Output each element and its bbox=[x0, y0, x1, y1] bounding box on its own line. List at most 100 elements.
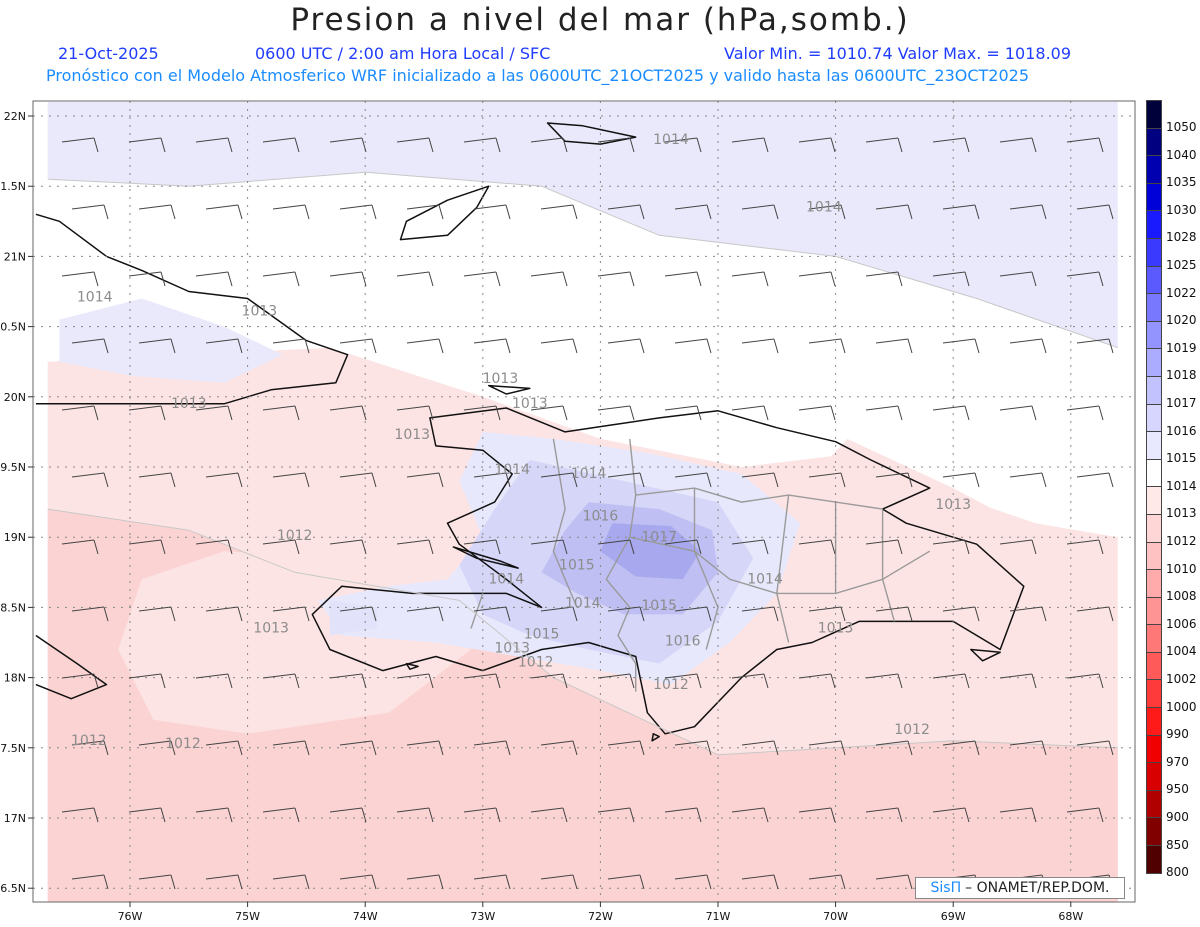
wind-barb bbox=[798, 807, 836, 823]
wind-barb bbox=[396, 673, 434, 689]
wind-barb bbox=[473, 472, 511, 488]
wind-barb bbox=[272, 338, 310, 354]
wind-barb bbox=[205, 472, 243, 488]
wind-barb bbox=[798, 137, 836, 153]
wind-barb bbox=[741, 204, 779, 220]
colorbar-level: 990 bbox=[1166, 727, 1189, 742]
wind-barb bbox=[473, 874, 511, 890]
forecast-time: 0600 UTC / 2:00 am Hora Local / SFC bbox=[255, 44, 551, 63]
wind-barb bbox=[396, 539, 434, 555]
shade-1013-east bbox=[753, 438, 1095, 650]
isobar-label: 1014 bbox=[653, 132, 689, 148]
lon-label: 76W bbox=[118, 910, 143, 923]
hispaniola-coast bbox=[311, 407, 1025, 735]
wind-barb bbox=[674, 606, 712, 622]
wind-barb bbox=[664, 539, 702, 555]
wind-barb bbox=[808, 606, 846, 622]
lat-label: 19N bbox=[4, 531, 26, 544]
wind-barb bbox=[999, 405, 1037, 421]
wind-barb bbox=[262, 539, 300, 555]
wind-barb bbox=[128, 673, 166, 689]
colorbar-level: 1015 bbox=[1166, 451, 1197, 466]
wind-barb bbox=[329, 271, 367, 287]
wind-barb bbox=[1076, 338, 1114, 354]
wind-barb bbox=[406, 874, 444, 890]
wind-barb bbox=[272, 740, 310, 756]
wind-barb bbox=[674, 874, 712, 890]
wind-barb bbox=[463, 137, 501, 153]
wind-barb bbox=[530, 539, 568, 555]
colorbar-cell bbox=[1146, 817, 1162, 846]
isobar-label: 1012 bbox=[518, 654, 554, 670]
wind-barb bbox=[540, 472, 578, 488]
colorbar-level: 1040 bbox=[1166, 147, 1197, 162]
wind-barb bbox=[339, 606, 377, 622]
wind-barb bbox=[262, 807, 300, 823]
wind-barb bbox=[607, 204, 645, 220]
wind-barb bbox=[1009, 740, 1047, 756]
wind-barb bbox=[406, 338, 444, 354]
province-border bbox=[776, 495, 790, 643]
colorbar-cell bbox=[1146, 100, 1162, 128]
wind-barb bbox=[932, 673, 970, 689]
map-layers bbox=[33, 101, 1135, 902]
wind-barb bbox=[942, 740, 980, 756]
tortuga-coast bbox=[487, 384, 531, 395]
shade-1015-sw bbox=[329, 600, 377, 636]
isobar-label: 1015 bbox=[524, 626, 560, 642]
wind-barb bbox=[339, 472, 377, 488]
colorbar-cell bbox=[1146, 127, 1162, 156]
wind-barb bbox=[406, 740, 444, 756]
wind-barb bbox=[942, 204, 980, 220]
lon-label: 75W bbox=[235, 910, 260, 923]
wind-barb bbox=[396, 807, 434, 823]
colorbar-level: 970 bbox=[1166, 754, 1189, 769]
wind-barb bbox=[607, 472, 645, 488]
wind-barb bbox=[1066, 539, 1104, 555]
wind-barb bbox=[1009, 338, 1047, 354]
beata-coast bbox=[651, 733, 660, 742]
wind-barb bbox=[808, 874, 846, 890]
wind-barb bbox=[463, 807, 501, 823]
wind-barb bbox=[530, 137, 568, 153]
lon-label: 74W bbox=[353, 910, 378, 923]
wind-barb bbox=[999, 539, 1037, 555]
lat-label: 18N bbox=[4, 672, 26, 685]
wind-barb bbox=[865, 137, 903, 153]
wind-barb bbox=[597, 405, 635, 421]
lat-label: 9.5N bbox=[0, 461, 26, 474]
wind-barb bbox=[71, 874, 109, 890]
wind-barb bbox=[942, 338, 980, 354]
wind-barb bbox=[272, 874, 310, 890]
wind-barb bbox=[731, 673, 769, 689]
plot-frame bbox=[32, 100, 1136, 903]
wind-barb bbox=[473, 740, 511, 756]
lon-label: 68W bbox=[1058, 910, 1083, 923]
colorbar-cell bbox=[1146, 375, 1162, 404]
wind-barb bbox=[798, 673, 836, 689]
isobar-label: 1014 bbox=[77, 289, 113, 305]
wind-barb bbox=[932, 137, 970, 153]
isobar-label: 1013 bbox=[242, 303, 278, 319]
wind-barb bbox=[61, 539, 99, 555]
wind-barb bbox=[999, 807, 1037, 823]
colorbar-level: 1016 bbox=[1166, 423, 1197, 438]
wind-barb bbox=[71, 204, 109, 220]
colorbar-level: 1006 bbox=[1166, 616, 1197, 631]
wind-barb bbox=[1066, 405, 1104, 421]
colorbar-level: 1008 bbox=[1166, 589, 1197, 604]
wind-barb bbox=[1076, 606, 1114, 622]
isobar-label: 1014 bbox=[747, 572, 783, 588]
wind-barb bbox=[272, 606, 310, 622]
colorbar-cell bbox=[1146, 707, 1162, 735]
colorbar-level: 1000 bbox=[1166, 699, 1197, 714]
wind-barb bbox=[262, 137, 300, 153]
wind-barb bbox=[674, 740, 712, 756]
wind-barb bbox=[329, 539, 367, 555]
wind-barb bbox=[262, 271, 300, 287]
isobar-line bbox=[47, 508, 1118, 756]
wind-barb bbox=[932, 807, 970, 823]
colorbar-cell bbox=[1146, 624, 1162, 652]
wind-barb bbox=[741, 472, 779, 488]
wind-barb bbox=[875, 338, 913, 354]
